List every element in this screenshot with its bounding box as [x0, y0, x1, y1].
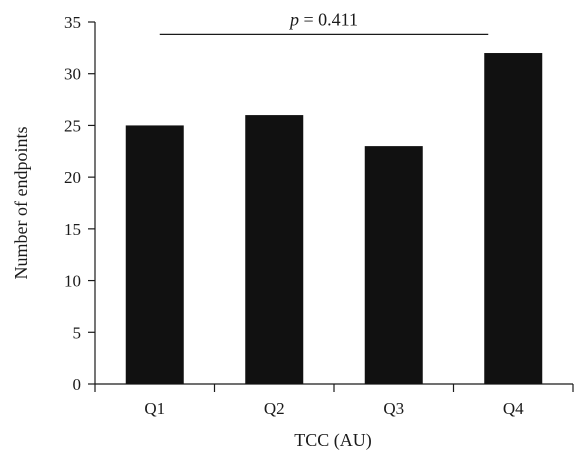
x-tick-label-q4: Q4: [503, 399, 524, 418]
y-tick-label: 20: [64, 168, 81, 187]
bar-q4: [484, 53, 543, 385]
x-tick-label-q2: Q2: [264, 399, 285, 418]
x-tick-label-q1: Q1: [144, 399, 165, 418]
bar-q3: [364, 146, 423, 384]
y-axis: 0 5 10 15 20 25 30 35: [64, 13, 96, 394]
y-tick-label: 5: [73, 323, 82, 342]
y-tick-label: 15: [64, 220, 81, 239]
p-value-label: p = 0.411: [288, 9, 358, 29]
significance-annotation: p = 0.411: [159, 9, 489, 36]
bar-q1: [125, 125, 184, 384]
y-tick-label: 0: [73, 375, 82, 394]
y-tick-label: 35: [64, 13, 81, 32]
x-axis-title: TCC (AU): [294, 430, 372, 451]
x-axis: Q1 Q2 Q3 Q4: [94, 383, 574, 418]
p-value-text: = 0.411: [299, 9, 358, 29]
y-axis-title: Number of endpoints: [11, 127, 31, 280]
p-symbol: p: [288, 9, 299, 29]
bar-q2: [245, 115, 304, 384]
bars: [125, 53, 543, 385]
y-tick-label: 25: [64, 116, 81, 135]
x-tick-label-q3: Q3: [383, 399, 404, 418]
y-tick-label: 10: [64, 272, 81, 291]
y-tick-label: 30: [64, 65, 81, 84]
